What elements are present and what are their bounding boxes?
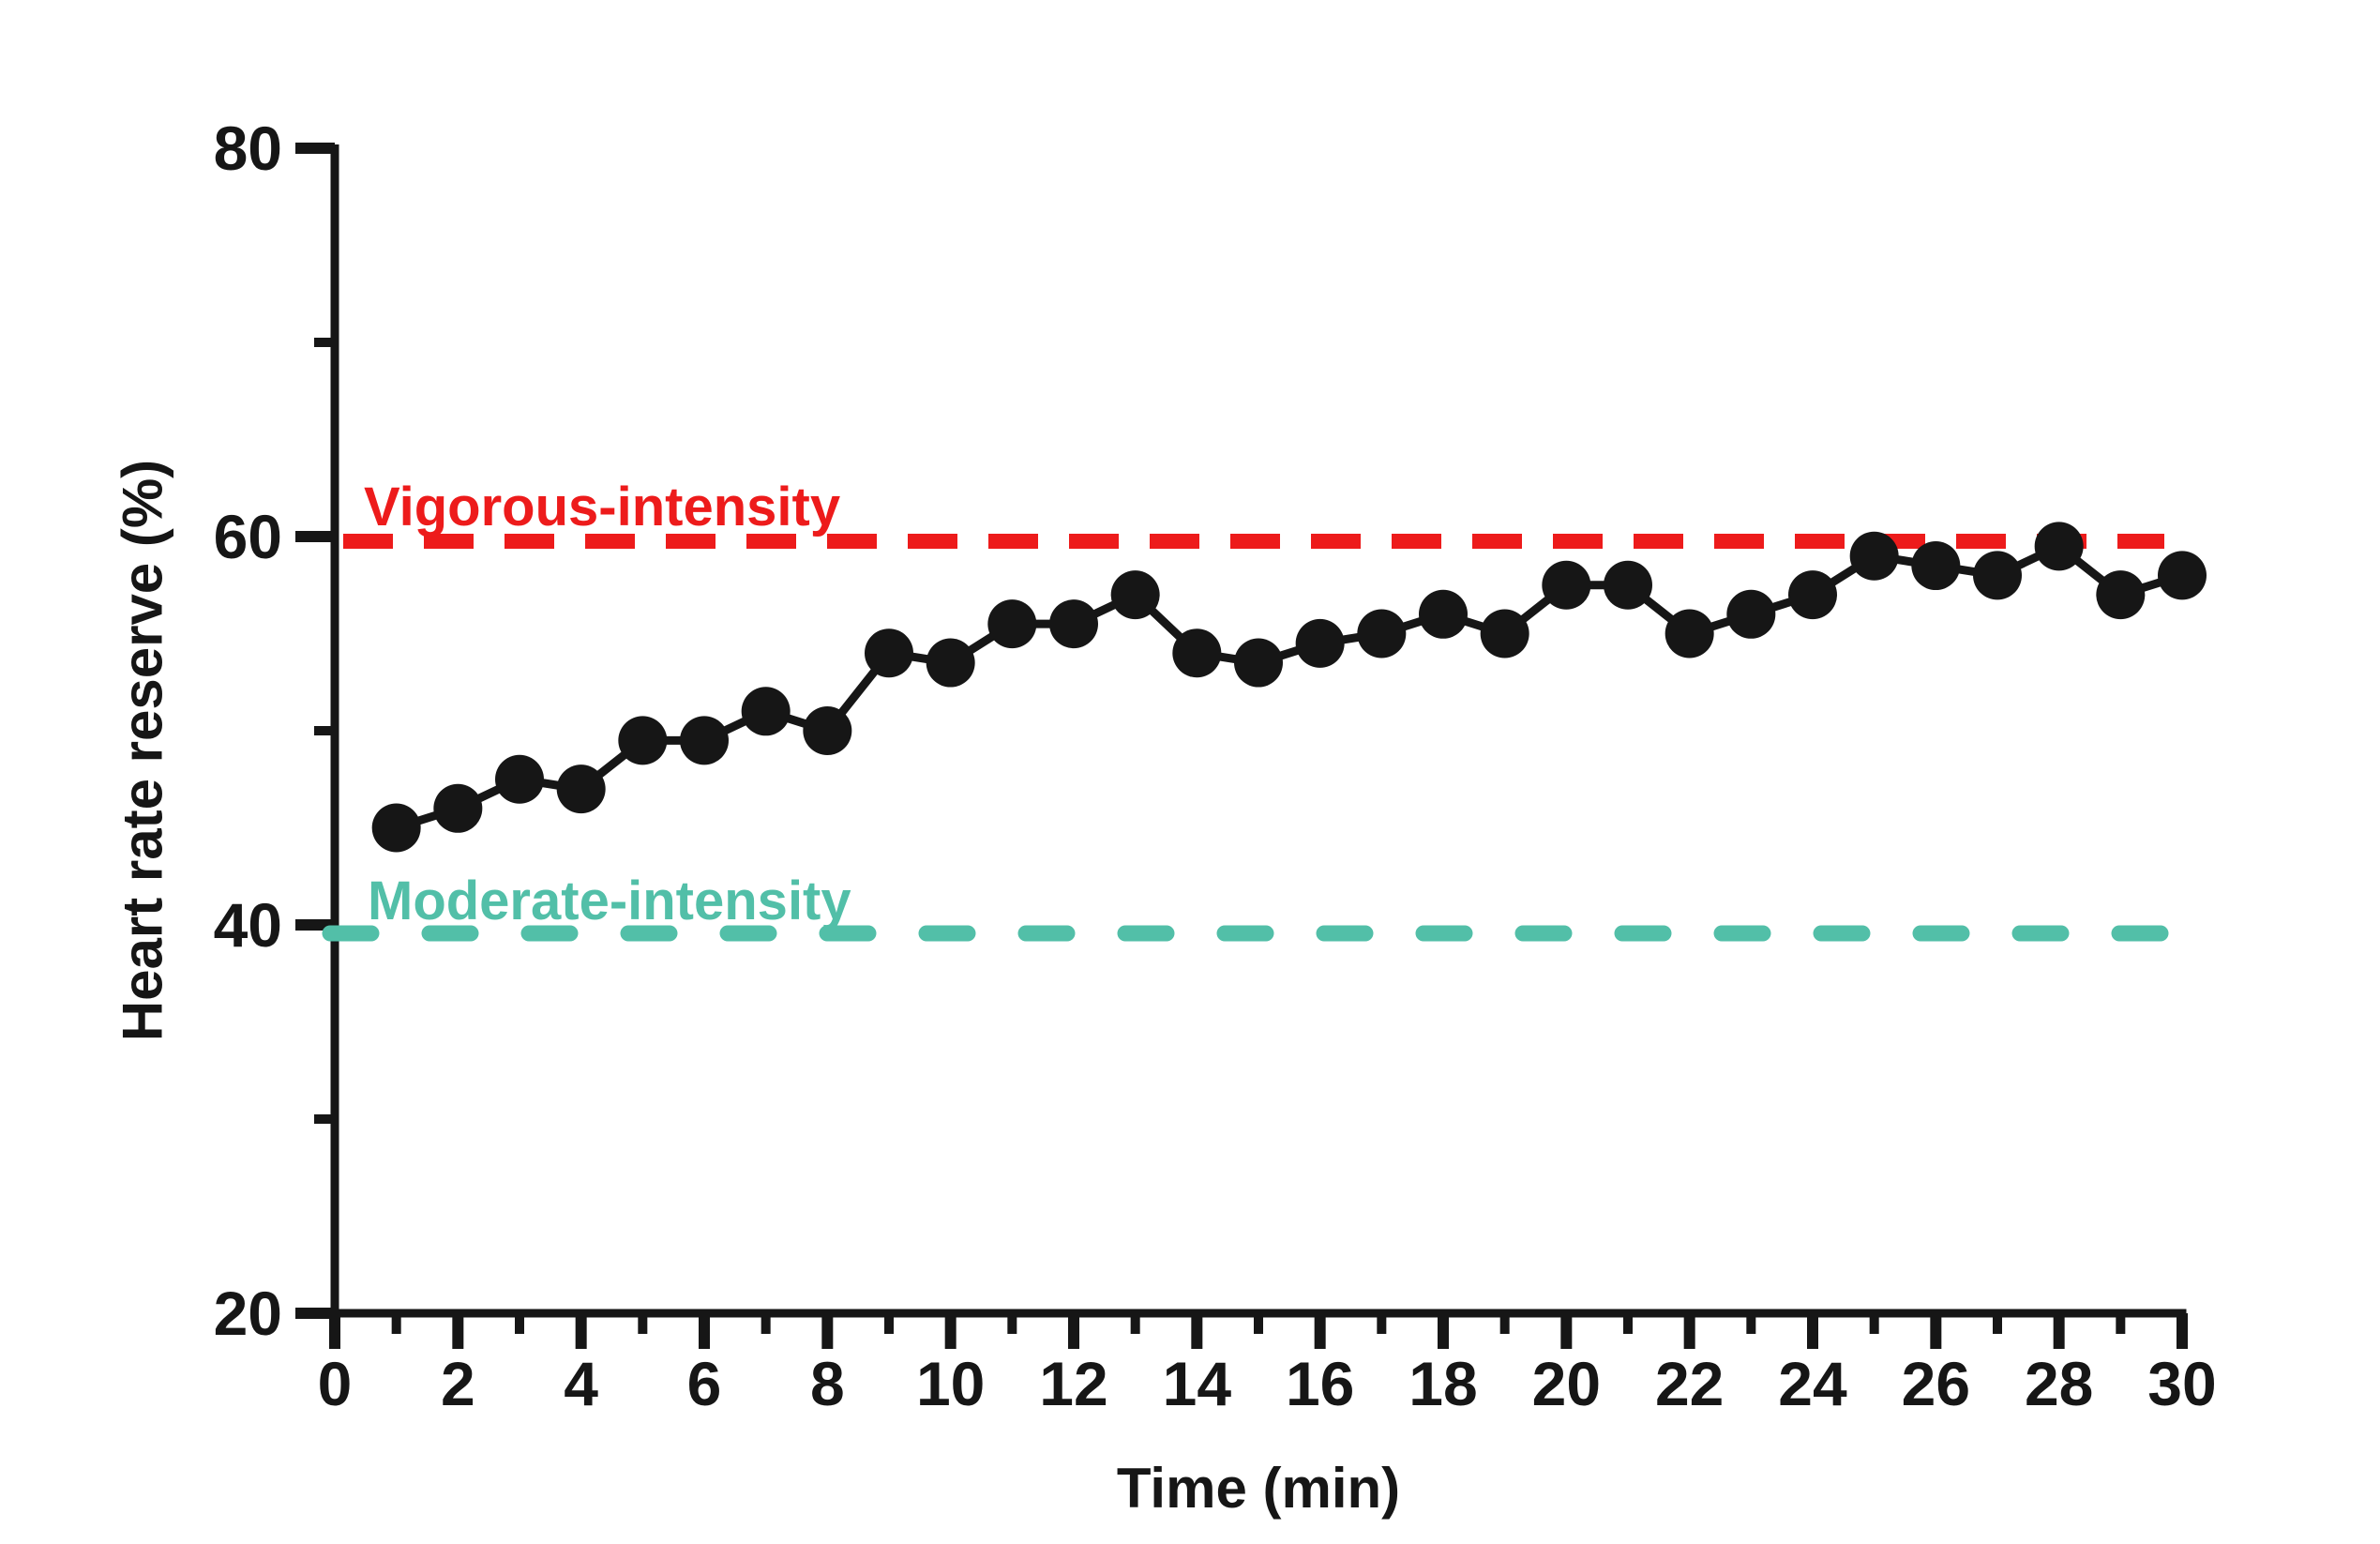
data-point (2158, 551, 2207, 600)
data-point (741, 687, 791, 736)
x-tick-label: 22 (1655, 1349, 1724, 1418)
data-point (556, 764, 606, 814)
data-point (1234, 638, 1283, 688)
data-point (987, 599, 1037, 649)
y-axis-title: Heart rate reserve (%) (111, 459, 174, 1042)
data-point (1357, 609, 1407, 658)
data-point (433, 783, 483, 833)
data-point (803, 706, 852, 755)
data-point (1419, 589, 1468, 639)
data-point (1172, 628, 1222, 678)
data-point (2034, 522, 2084, 571)
x-tick-label: 16 (1286, 1349, 1354, 1418)
x-tick-label: 0 (318, 1349, 353, 1418)
x-axis-title: Time (min) (1116, 1457, 1401, 1520)
y-tick-label: 80 (214, 114, 282, 183)
x-tick-label: 26 (1902, 1349, 1970, 1418)
x-tick-label: 10 (916, 1349, 985, 1418)
x-tick-label: 12 (1039, 1349, 1107, 1418)
x-axis-ticks: 0 2 4 6 8 10 12 14 16 18 20 22 24 26 28 30 (318, 1313, 2217, 1418)
x-tick-label: 14 (1163, 1349, 1232, 1418)
data-point (926, 638, 975, 688)
y-tick-label: 40 (214, 890, 282, 960)
moderate-intensity-label: Moderate-intensity (368, 870, 851, 931)
data-points (371, 522, 2207, 853)
vigorous-intensity-label: Vigorous-intensity (364, 477, 841, 537)
axes (309, 144, 2187, 1318)
data-point (1726, 589, 1776, 639)
data-point (495, 754, 544, 804)
data-point (1295, 618, 1345, 668)
x-tick-label: 20 (1532, 1349, 1601, 1418)
data-point (1480, 609, 1529, 658)
data-point (1110, 570, 1160, 620)
data-point (618, 716, 668, 765)
data-point (865, 628, 913, 678)
data-point (1788, 570, 1837, 620)
y-tick-label: 20 (214, 1279, 282, 1348)
data-point (1542, 560, 1591, 610)
y-tick-label: 60 (214, 502, 282, 571)
data-point (1911, 541, 1961, 591)
data-point (1973, 551, 2022, 600)
data-point (2096, 570, 2146, 620)
data-point (1664, 609, 1714, 658)
x-tick-label: 28 (2025, 1349, 2093, 1418)
x-tick-label: 2 (441, 1349, 475, 1418)
series-line (395, 541, 2184, 832)
x-tick-label: 24 (1778, 1349, 1847, 1418)
data-point (371, 803, 421, 853)
x-tick-label: 18 (1408, 1349, 1477, 1418)
x-tick-label: 8 (810, 1349, 845, 1418)
y-axis-ticks: 20 40 60 80 (214, 114, 335, 1348)
data-point (1604, 560, 1652, 610)
x-tick-label: 30 (2147, 1349, 2216, 1418)
x-tick-label: 4 (564, 1349, 598, 1418)
data-point (1049, 599, 1098, 649)
data-point (1849, 531, 1899, 581)
x-tick-label: 6 (687, 1349, 722, 1418)
data-point (680, 716, 729, 765)
